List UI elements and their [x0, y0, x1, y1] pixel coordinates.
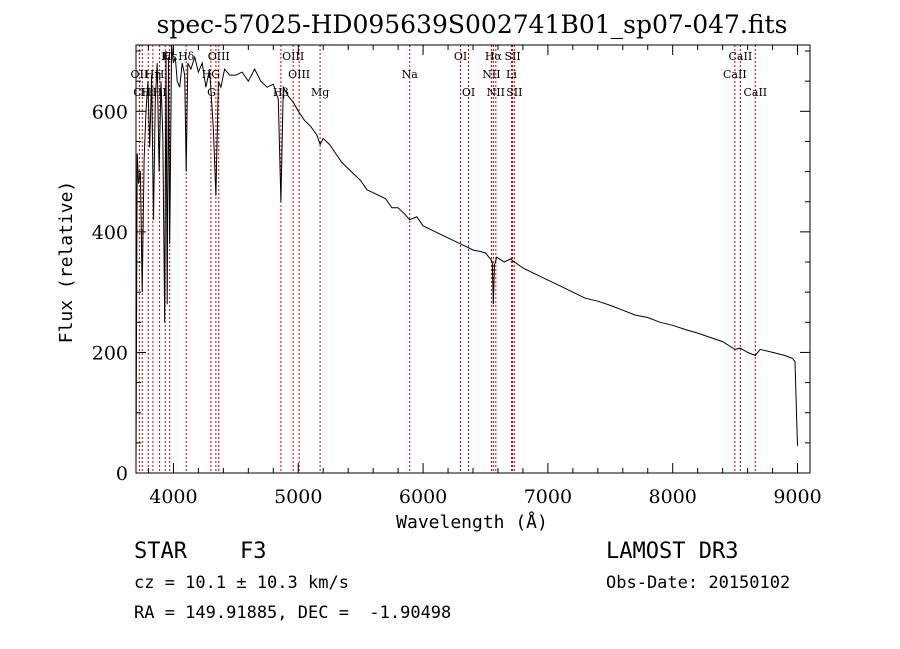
object-type: STAR	[134, 539, 187, 564]
spectrum-line	[135, 44, 798, 471]
x-tick-label: 5000	[274, 486, 322, 508]
y-axis-label: Flux (relative)	[56, 181, 77, 344]
line-marker-label: NII	[487, 86, 505, 99]
line-marker-label: NII	[482, 68, 500, 81]
line-marker-label: OI	[454, 50, 467, 63]
line-marker-label: OIII	[208, 50, 230, 63]
line-marker-label: OIII	[288, 68, 310, 81]
line-marker-label: Na	[402, 68, 419, 81]
survey-name: LAMOST DR3	[606, 539, 739, 564]
line-marker-label: OIII	[282, 50, 304, 63]
line-marker-label: HI	[153, 86, 167, 99]
y-tick-label: 400	[92, 222, 128, 244]
coordinates: RA = 149.91885, DEC = -1.90498	[134, 603, 452, 623]
line-marker-label: Hδ	[178, 50, 195, 63]
plot-frame	[135, 44, 811, 474]
x-tick-label: 4000	[149, 486, 197, 508]
line-marker-label: SII	[506, 86, 522, 99]
line-marker-label: CaII	[743, 86, 767, 99]
line-marker-label: OI	[462, 86, 475, 99]
x-tick-label: 9000	[773, 486, 821, 508]
x-axis-label: Wavelength (Å)	[396, 511, 548, 533]
line-marker-label: Mg	[311, 86, 329, 99]
x-tick-label: 8000	[649, 486, 697, 508]
x-tick-label: 6000	[399, 486, 447, 508]
axis-ticks: 4000 5000 6000 7000 8000 9000 0 200 400 600	[92, 45, 822, 508]
line-marker-label: CaII	[723, 68, 747, 81]
redshift-line: cz = 10.1 ± 10.3 km/s	[134, 573, 349, 593]
y-tick-label: 200	[92, 342, 128, 364]
chart-title: spec-57025-HD095639S002741B01_sp07-047.f…	[157, 10, 788, 39]
line-marker-label: OII	[131, 68, 149, 81]
line-marker-label: SII	[504, 50, 520, 63]
line-marker-label: Li	[506, 68, 517, 81]
x-tick-label: 7000	[524, 486, 572, 508]
subclass: F3	[240, 539, 267, 564]
obs-date: Obs-Date: 20150102	[606, 573, 791, 593]
line-marker-label: H	[155, 68, 165, 81]
line-marker-label: HG	[202, 68, 220, 81]
y-tick-label: 0	[116, 463, 128, 485]
y-tick-label: 600	[92, 101, 128, 123]
line-marker-label: CaII	[729, 50, 753, 63]
line-marker-label: Hα	[485, 50, 503, 63]
